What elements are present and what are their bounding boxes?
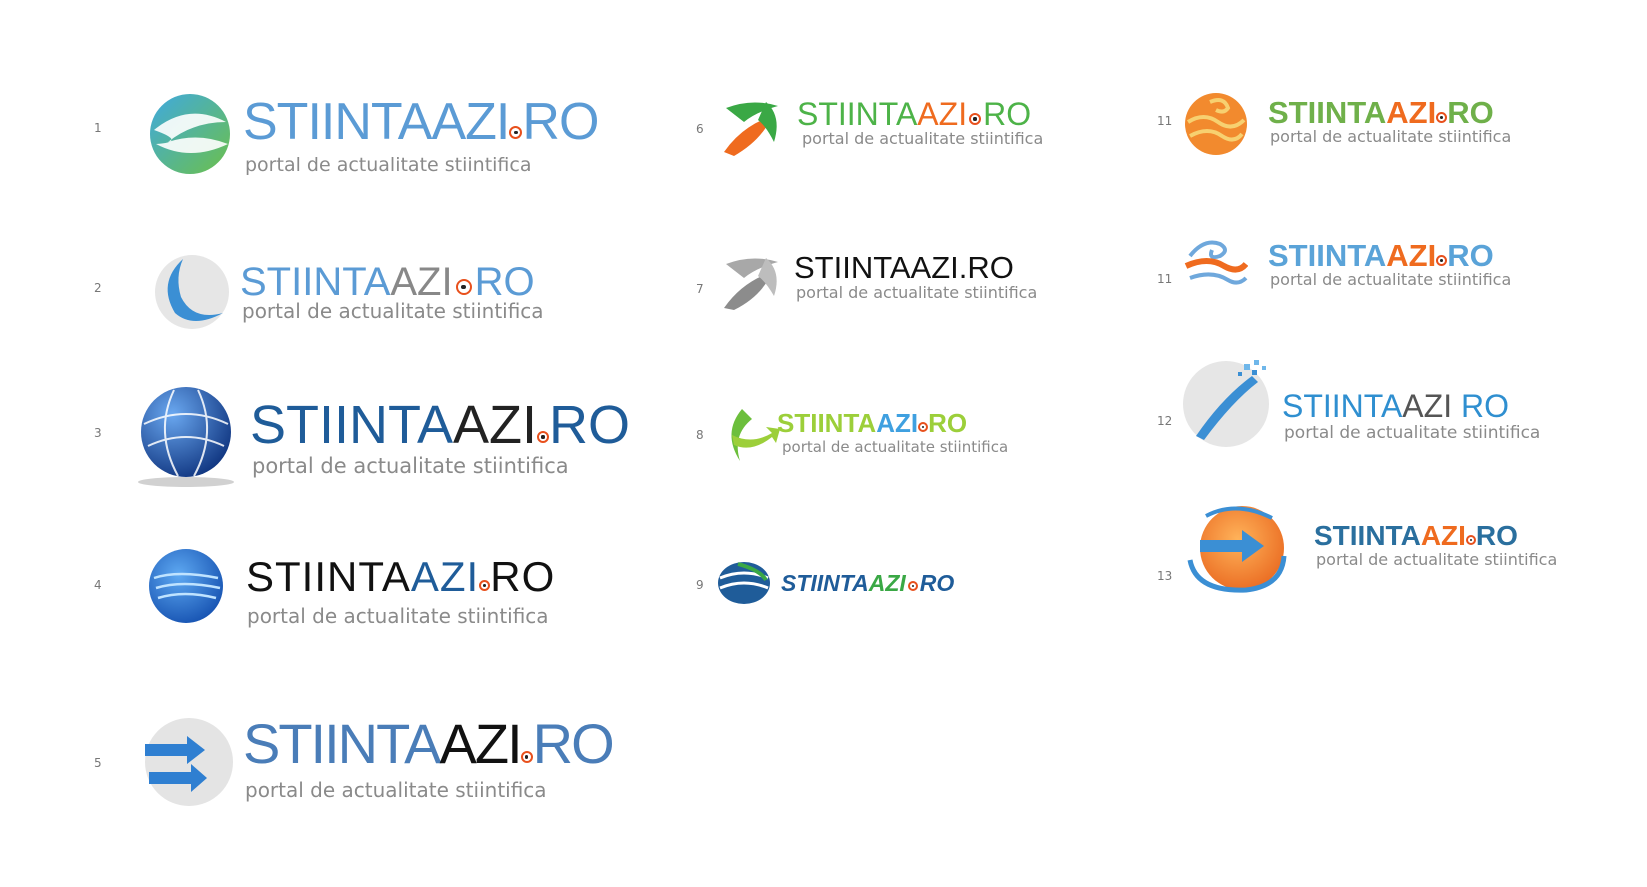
dot-icon [1465,535,1476,545]
logo-wordmark: STIINTAAZI RO [777,408,968,438]
logo-tagline: portal de actualitate stiintifica [252,454,569,478]
crescent-globe-icon [153,253,231,331]
dot-icon [537,431,550,443]
dot-icon [455,279,472,295]
logo-wordmark: STIINTAAZI RO [781,570,955,596]
logo-number: 6 [696,122,704,136]
dot-icon [509,126,523,139]
logo-number: 11 [1157,114,1173,128]
swirl-ribbon-icon [1184,234,1248,296]
logo-tagline: portal de actualitate stiintifica [1284,423,1541,443]
arrows-globe-icon [141,716,233,808]
swirl-figure-icon [722,96,786,160]
logo-number: 13 [1157,569,1173,583]
dot-icon [907,581,918,591]
logo-tagline: portal de actualitate stiintifica [1270,270,1512,289]
logo-tagline: portal de actualitate stiintifica [245,154,532,176]
striped-globe-icon [716,560,772,606]
logo-wordmark: STIINTAAZI RO [797,96,1032,132]
logo-number: 8 [696,428,704,442]
dot-icon [1436,112,1448,123]
logo-tagline: portal de actualitate stiintifica [796,283,1038,302]
dot-icon [969,113,982,125]
logo-tagline: portal de actualitate stiintifica [782,438,1009,456]
logo-tagline: portal de actualitate stiintifica [1316,550,1558,569]
logo-wordmark: STIINTAAZI RO [1268,238,1494,273]
logo-wordmark: STIINTAAZI RO [1268,95,1494,130]
logo-tagline: portal de actualitate stiintifica [802,129,1044,148]
dot-icon [918,422,929,432]
logo-wordmark: STIINTAAZI RO [250,395,631,455]
logo-wordmark: STIINTAAZI RO [1282,388,1509,424]
globe-swoosh-icon [148,92,233,177]
logo-tagline: portal de actualitate stiintifica [247,604,549,628]
logo-number: 4 [94,578,102,592]
spiral-globe-orange-icon [1184,92,1248,156]
logo-number: 7 [696,282,704,296]
dot-icon [520,751,533,763]
swirl-figure-gray-icon [722,252,786,312]
logo-number: 9 [696,578,704,592]
logo-number: 5 [94,756,102,770]
logo-tagline: portal de actualitate stiintifica [1270,127,1512,146]
logo-wordmark: STIINTAAZI.RO [794,250,1014,285]
green-arrows-icon [722,405,782,465]
logo-tagline: portal de actualitate stiintifica [242,299,544,323]
logo-wordmark: STIINTAAZI RO [240,260,535,304]
logo-wordmark: STIINTAAZI RO [1314,520,1518,551]
logo-number: 2 [94,281,102,295]
logo-number: 1 [94,121,102,135]
logo-number: 12 [1157,414,1173,428]
grid-globe-icon [134,384,244,489]
dot-icon [1436,255,1448,266]
pixel-globe-icon [1182,358,1272,448]
dot-icon [479,580,491,591]
logo-wordmark: STIINTAAZI RO [243,712,615,775]
logo-number: 3 [94,426,102,440]
logo-wordmark: STIINTAAZI RO [246,553,556,600]
arrow-orbit-globe-icon [1186,500,1290,596]
logo-tagline: portal de actualitate stiintifica [245,778,547,802]
logo-wordmark: STIINTAAZI RO [243,93,599,151]
logo-number: 11 [1157,272,1173,286]
wind-globe-icon [148,548,225,625]
